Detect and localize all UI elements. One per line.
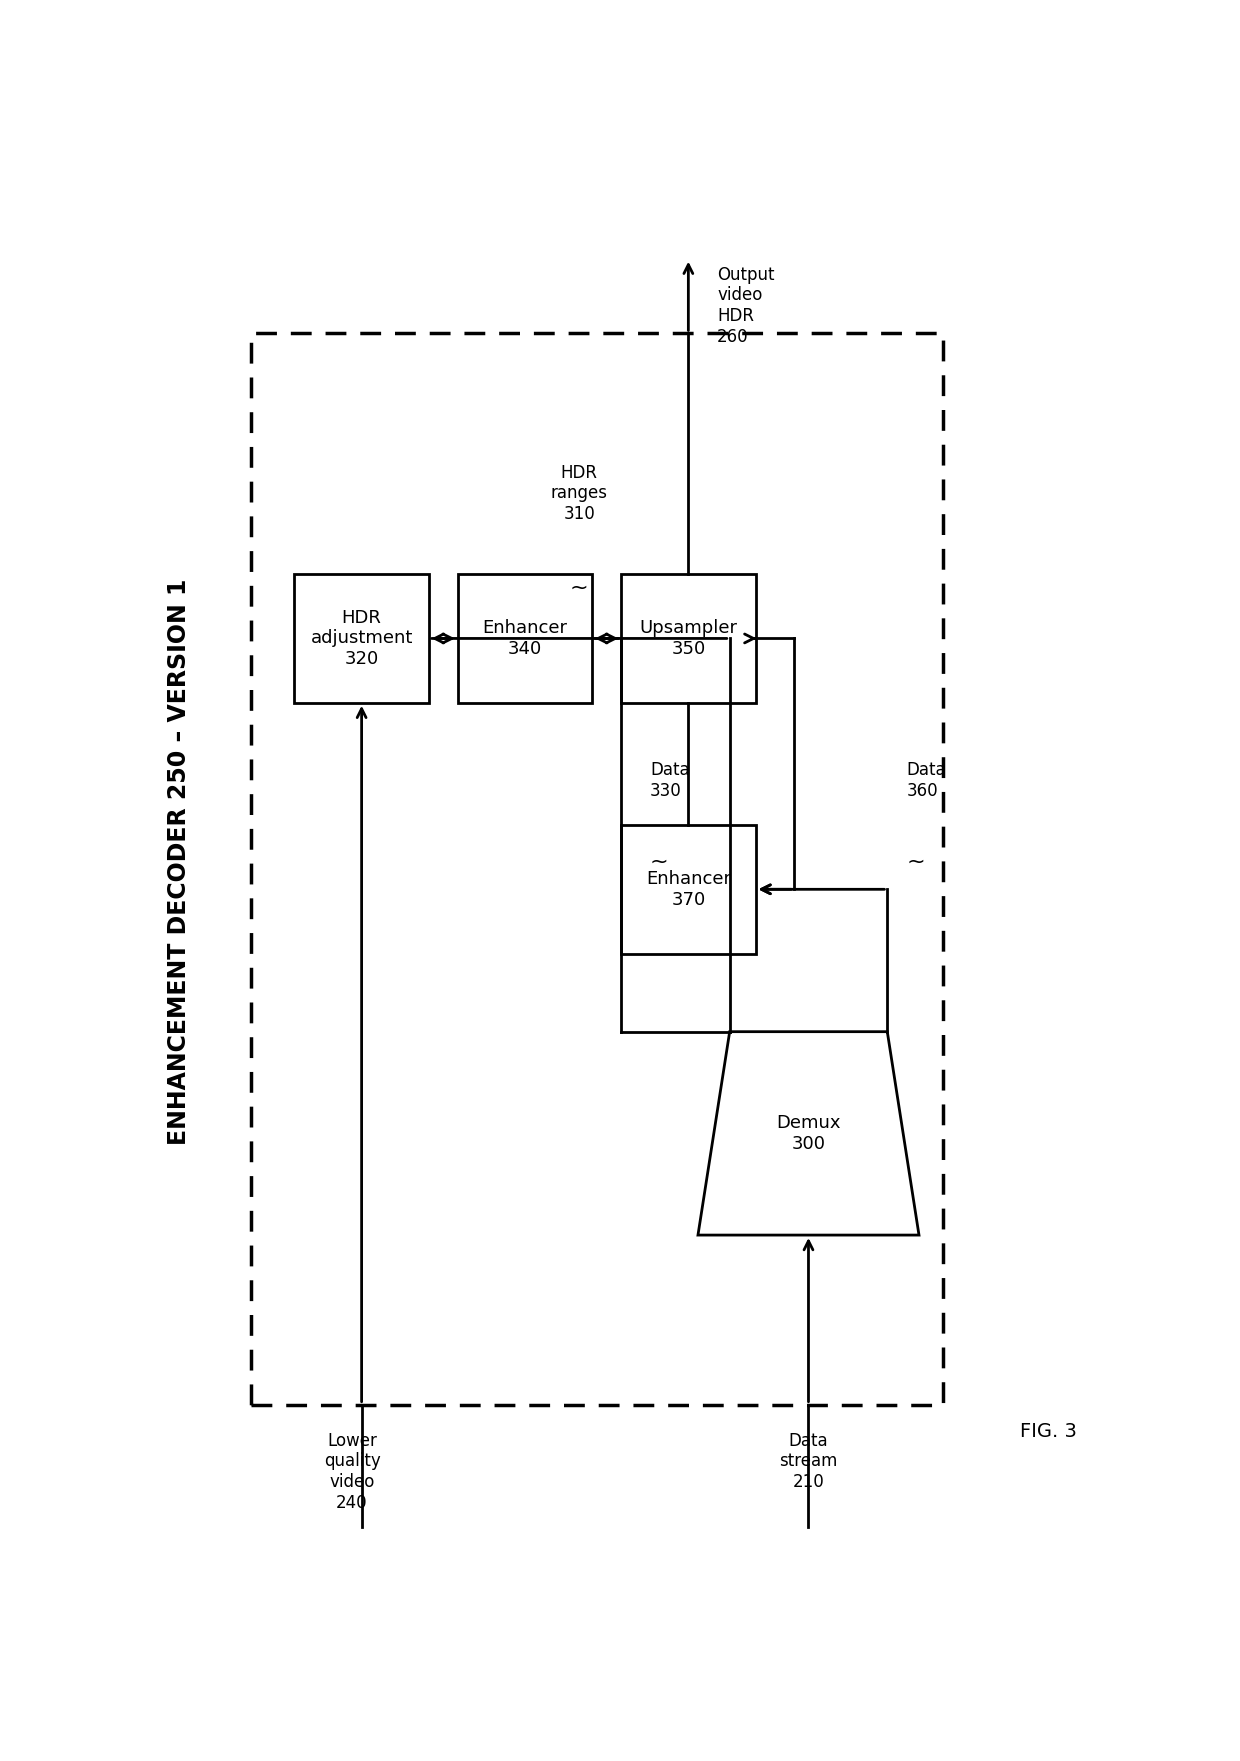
Text: ~: ~ xyxy=(650,852,668,872)
Bar xyxy=(250,333,942,1405)
Bar xyxy=(294,574,429,703)
Bar xyxy=(621,824,755,954)
Polygon shape xyxy=(698,1032,919,1234)
Text: Enhancer
340: Enhancer 340 xyxy=(482,620,568,659)
Text: Lower
quality
video
240: Lower quality video 240 xyxy=(324,1432,381,1513)
Text: FIG. 3: FIG. 3 xyxy=(1021,1423,1078,1440)
Text: HDR
ranges
310: HDR ranges 310 xyxy=(551,463,608,523)
Text: Data
330: Data 330 xyxy=(650,761,689,799)
Text: Data
stream
210: Data stream 210 xyxy=(779,1432,838,1492)
Text: ENHANCEMENT DECODER 250 – VERSION 1: ENHANCEMENT DECODER 250 – VERSION 1 xyxy=(167,579,191,1145)
Text: Data
360: Data 360 xyxy=(906,761,946,799)
Bar xyxy=(621,574,755,703)
Text: HDR
adjustment
320: HDR adjustment 320 xyxy=(310,609,413,667)
Text: Enhancer
370: Enhancer 370 xyxy=(646,870,730,909)
Bar xyxy=(458,574,593,703)
Text: Demux
300: Demux 300 xyxy=(776,1115,841,1153)
Text: Output
video
HDR
260: Output video HDR 260 xyxy=(717,266,775,345)
Text: ~: ~ xyxy=(570,578,589,597)
Text: ~: ~ xyxy=(906,852,925,872)
Text: Upsampler
350: Upsampler 350 xyxy=(640,620,738,659)
